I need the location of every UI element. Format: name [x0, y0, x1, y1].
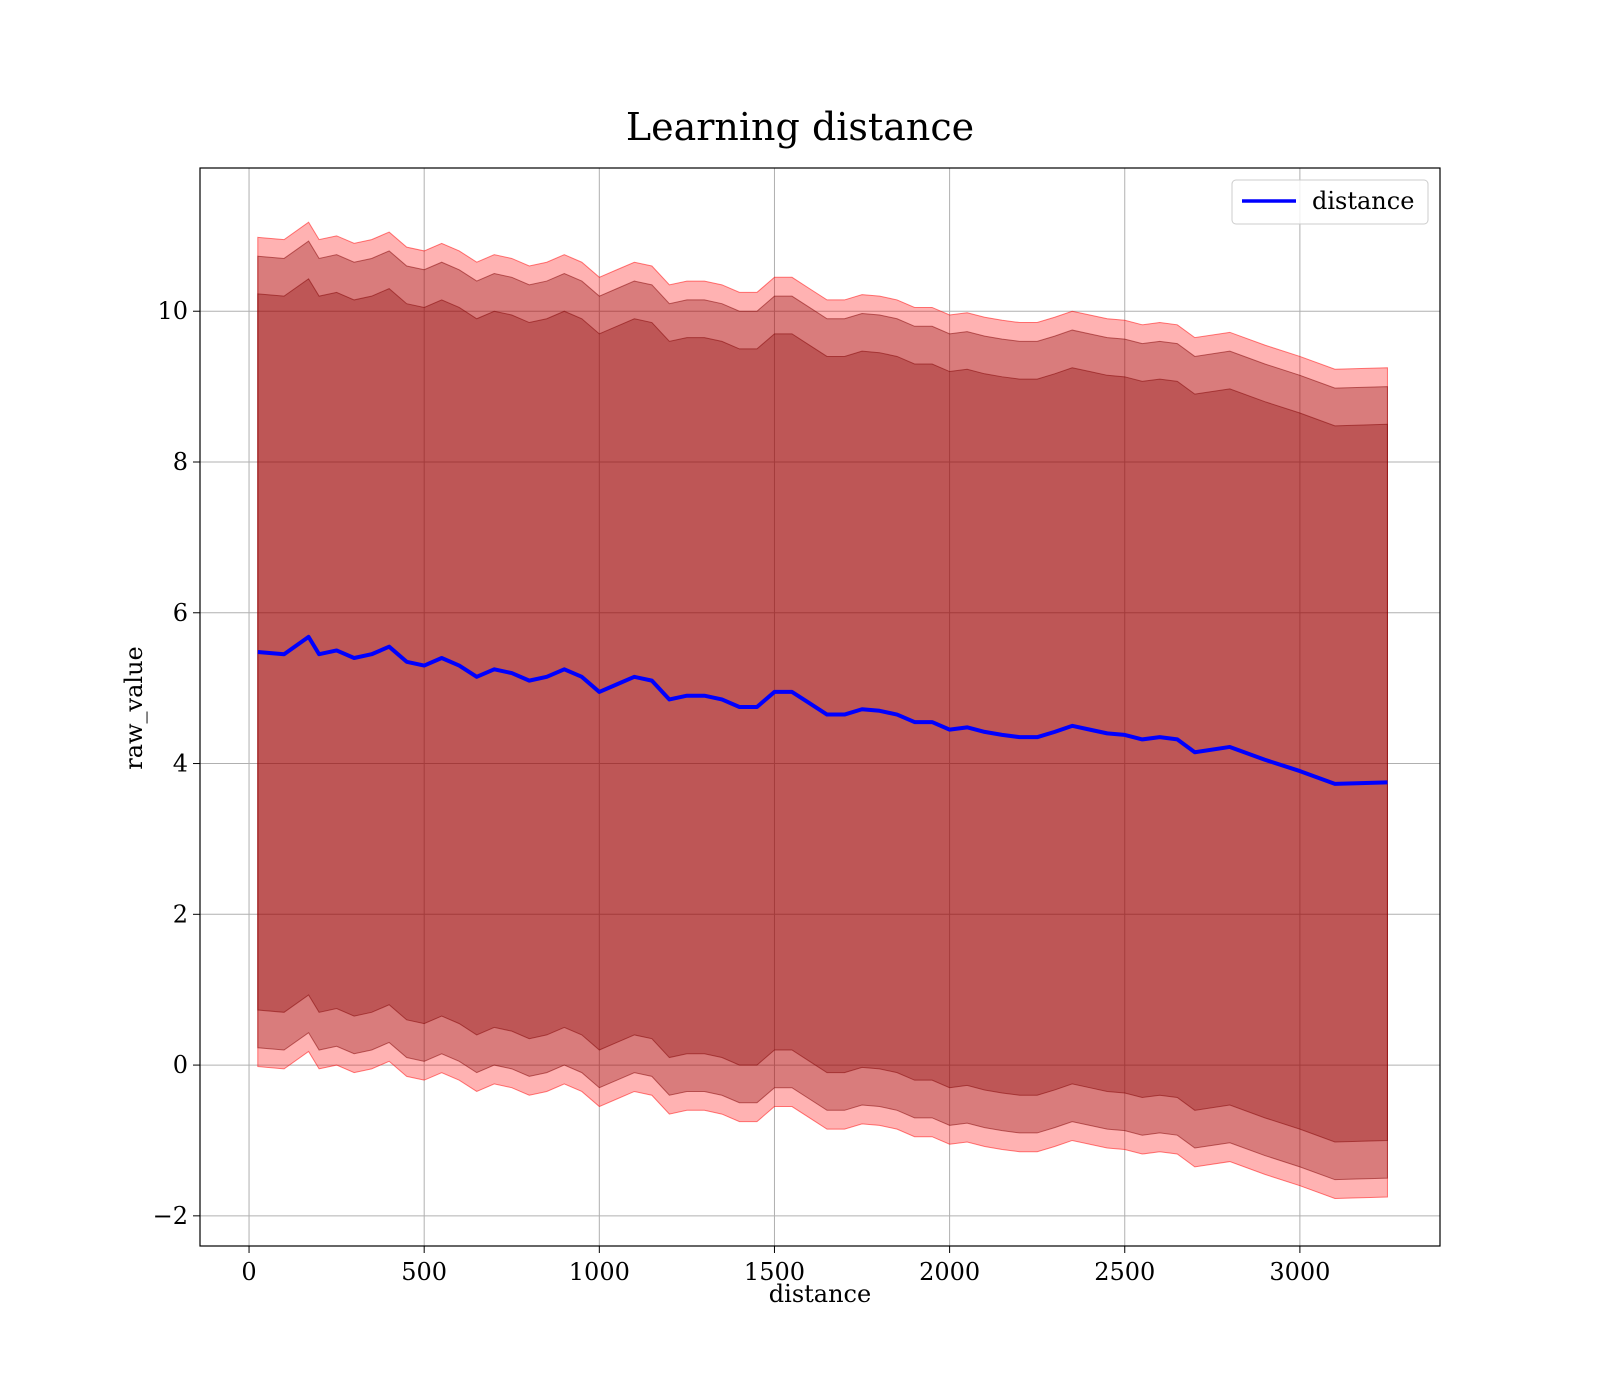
- y-tick-label: 0: [173, 1051, 188, 1079]
- x-axis-label: distance: [769, 1280, 871, 1308]
- x-tick-label: 0: [241, 1258, 256, 1286]
- y-tick-label: 10: [157, 297, 188, 325]
- x-tick-label: 2500: [1094, 1258, 1155, 1286]
- y-tick-label: −2: [153, 1202, 188, 1230]
- x-tick-label: 500: [401, 1258, 447, 1286]
- y-tick-label: 2: [173, 900, 188, 928]
- y-tick-label: 6: [173, 599, 188, 627]
- y-axis-ticks: −2 0 2 4 6 8 10: [153, 297, 200, 1230]
- grid: [200, 168, 1440, 1246]
- y-axis-label: raw_value: [120, 646, 148, 770]
- plot-frame: [199, 167, 1441, 1247]
- legend-label: distance: [1312, 187, 1414, 215]
- x-tick-label: 3000: [1269, 1258, 1330, 1286]
- x-tick-label: 2000: [919, 1258, 980, 1286]
- x-axis-ticks: 0 500 1000 1500 2000 2500 3000: [241, 1246, 1330, 1286]
- legend: distance: [1231, 179, 1429, 225]
- x-tick-label: 1500: [744, 1258, 805, 1286]
- series-line-distance: [257, 634, 1388, 786]
- chart-title: Learning distance: [626, 105, 974, 149]
- y-tick-label: 4: [173, 750, 188, 778]
- y-tick-label: 8: [173, 448, 188, 476]
- series-lines: [257, 634, 1388, 786]
- x-tick-label: 1000: [569, 1258, 630, 1286]
- legend-box: [1231, 179, 1429, 225]
